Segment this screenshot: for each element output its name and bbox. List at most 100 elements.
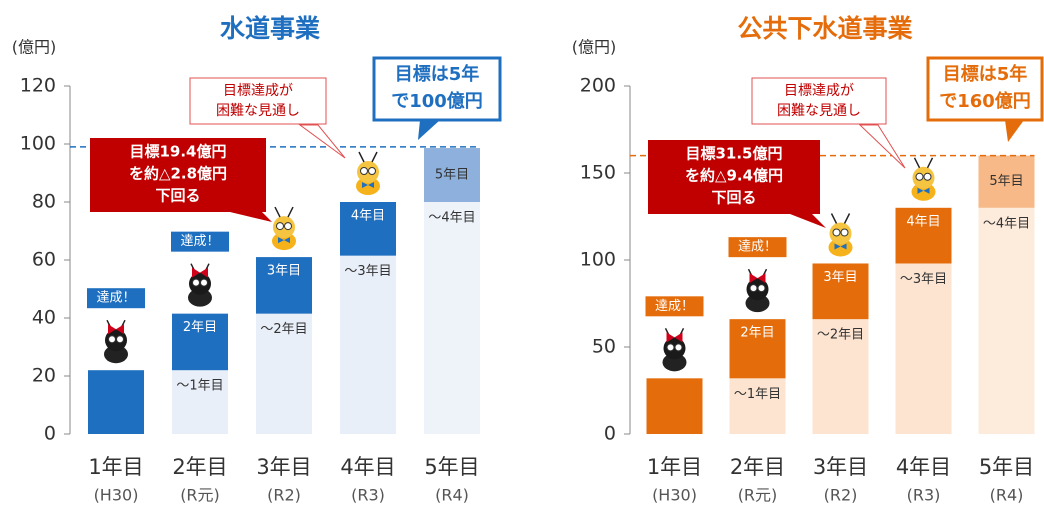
y-tick-label: 150 <box>580 162 616 184</box>
mascot-head <box>105 329 127 352</box>
goal-pointer <box>1005 120 1024 142</box>
achieved-label: 達成！ <box>96 291 135 306</box>
achieved-label: 達成！ <box>180 234 219 249</box>
mascot-bow <box>666 332 683 343</box>
chart-title: 公共下水道事業 <box>737 14 912 43</box>
difficult-text: 困難な見通し <box>216 103 300 119</box>
chart-title: 水道事業 <box>220 14 320 43</box>
y-tick-label: 100 <box>580 249 616 271</box>
segment-label: ～4年目 <box>428 211 475 226</box>
y-unit: (億円) <box>12 38 57 57</box>
difficult-text: 目標達成が <box>223 83 293 99</box>
bar-segment <box>895 263 952 434</box>
bar-segment <box>256 313 312 434</box>
mascot-body <box>104 345 128 364</box>
difficult-box <box>751 77 887 125</box>
goal-box <box>372 56 502 122</box>
mascot-eye <box>116 335 124 344</box>
achieved-label: 達成！ <box>655 299 694 314</box>
x-period-label: (R2) <box>824 486 858 505</box>
bar-segment <box>88 370 144 434</box>
goal-text: 目標は5年 <box>395 63 480 85</box>
segment-label: 2年目 <box>740 326 774 341</box>
mascot-eye <box>832 228 841 237</box>
segment-label: 4年目 <box>906 214 940 229</box>
bar-segment <box>812 319 869 434</box>
mascot-antenna <box>913 157 921 169</box>
mascot-antenna <box>926 157 934 169</box>
mascot-eye <box>276 222 284 231</box>
bar-segment <box>172 313 228 371</box>
mascot-body <box>188 288 212 307</box>
achieved-label: 達成！ <box>738 240 777 255</box>
goal-box <box>926 56 1044 122</box>
segment-label: 3年目 <box>267 264 301 279</box>
shortfall-box <box>90 138 266 212</box>
mascot-bow <box>749 273 766 284</box>
x-tick-label: 2年目 <box>172 455 227 479</box>
mascot-eye <box>757 284 766 293</box>
x-period-label: (R4) <box>435 486 469 505</box>
goal-pointer <box>418 120 440 140</box>
x-period-label: (R3) <box>907 486 941 505</box>
bar-segment <box>895 207 952 264</box>
x-tick-label: 5年目 <box>979 455 1034 479</box>
shortfall-text: を約△9.4億円 <box>685 167 783 185</box>
mascot-eye <box>666 343 675 352</box>
segment-label: 2年目 <box>183 320 217 335</box>
mascot-body <box>828 238 853 257</box>
mascot-eye <box>368 167 376 175</box>
x-period-label: (H30) <box>652 486 697 505</box>
shortfall-text: 目標31.5億円 <box>685 145 782 163</box>
mascot-antenna <box>843 213 851 224</box>
mascot-bow <box>108 324 124 335</box>
segment-label: ～1年目 <box>734 387 781 402</box>
x-tick-label: 4年目 <box>896 455 951 479</box>
mascot-body <box>662 353 687 372</box>
segment-label: ～1年目 <box>176 379 223 394</box>
segment-label: ～3年目 <box>900 272 947 287</box>
bar-segment <box>340 255 396 434</box>
goal-text: 目標は5年 <box>943 63 1028 85</box>
bar-segment <box>729 378 786 434</box>
segment-label: ～4年目 <box>983 216 1030 231</box>
x-tick-label: 4年目 <box>340 455 395 479</box>
y-tick-label: 50 <box>592 336 616 358</box>
mascot-eye <box>749 284 758 293</box>
mascot-head <box>746 278 769 301</box>
mascot-tie <box>278 237 290 244</box>
achieved-box <box>645 296 704 317</box>
difficult-pointer <box>298 124 346 159</box>
mascot-head <box>829 222 852 245</box>
segment-label: 4年目 <box>351 209 385 224</box>
shortfall-box <box>648 140 820 214</box>
mascot-eye <box>192 278 200 287</box>
y-tick-label: 60 <box>32 249 56 271</box>
shortfall-text: 下回る <box>155 187 200 205</box>
y-tick-label: 0 <box>44 423 56 445</box>
x-period-label: (R2) <box>267 486 301 505</box>
segment-label: 3年目 <box>823 270 857 285</box>
bar-segment <box>172 370 228 434</box>
mascot-body <box>745 294 770 313</box>
segment-label: ～2年目 <box>817 328 864 343</box>
achieved-box <box>87 288 145 309</box>
bar-segment <box>978 155 1035 208</box>
mascot-antenna <box>287 206 294 218</box>
y-unit: (億円) <box>572 38 617 57</box>
y-tick-label: 200 <box>580 75 616 97</box>
bar-segment <box>340 202 396 256</box>
mascot-antenna <box>830 213 838 224</box>
shortfall-pointer <box>230 212 272 222</box>
shortfall-text: を約△2.8億円 <box>129 165 227 183</box>
mascot-head <box>912 166 935 189</box>
x-tick-label: 2年目 <box>730 455 785 479</box>
achieved-box <box>728 237 787 258</box>
mascot-body <box>356 177 380 195</box>
bar-segment <box>729 319 786 379</box>
segment-label: 5年目 <box>989 174 1023 189</box>
x-tick-label: 5年目 <box>424 455 479 479</box>
y-tick-label: 20 <box>32 365 56 387</box>
x-tick-label: 1年目 <box>88 455 143 479</box>
